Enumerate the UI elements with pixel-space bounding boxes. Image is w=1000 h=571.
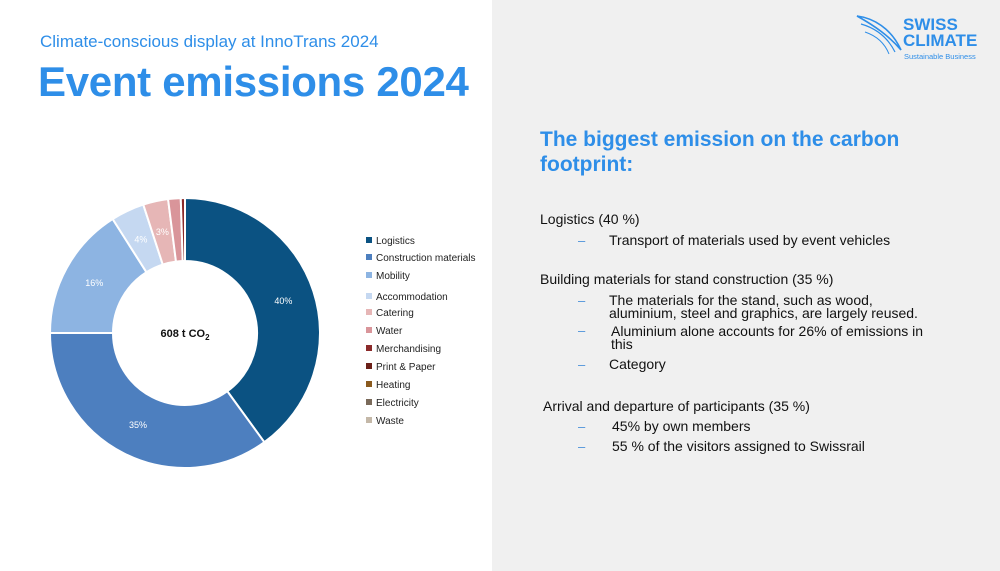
bullet-dash: – (578, 357, 586, 372)
bullet-dash: – (578, 419, 586, 434)
materials-bullet-2-line-2: this (611, 336, 633, 352)
legend-swatch (366, 293, 372, 299)
legend-label: Water (376, 326, 403, 337)
slide-subtitle: Climate-conscious display at InnoTrans 2… (40, 32, 379, 51)
data-label-mobility: 16% (85, 278, 103, 288)
legend-swatch (366, 363, 372, 369)
swoosh-icon (856, 15, 902, 55)
legend-label: Mobility (376, 271, 410, 282)
legend-swatch (366, 272, 372, 278)
bullet-dash: – (578, 439, 586, 454)
legend-item-catering: Catering (366, 308, 414, 319)
legend-item-accommodation: Accommodation (366, 292, 448, 303)
legend-item-logistics: Logistics (366, 236, 415, 247)
materials-bullet-2-line-1: Aluminium alone accounts for 26% of emis… (611, 323, 924, 339)
legend-item-electricity: Electricity (366, 398, 419, 409)
arrival-bullet-1: 45% by own members (612, 418, 751, 434)
materials-bullet-1-line-2: aluminium, steel and graphics, are large… (609, 305, 918, 321)
bullet-dash: – (578, 293, 586, 308)
legend-swatch (366, 381, 372, 387)
slice-logistics (184, 196, 321, 444)
legend-label: Logistics (376, 236, 415, 247)
section-logistics-title: Logistics (40 %) (540, 211, 640, 227)
slide-title: Event emissions 2024 (38, 58, 469, 105)
legend-swatch (366, 345, 372, 351)
legend-label: Construction materials (376, 253, 476, 264)
legend-item-heating: Heating (366, 380, 410, 391)
bullet-dash: – (578, 323, 586, 338)
legend-swatch (366, 309, 372, 315)
legend-swatch (366, 237, 372, 243)
right-panel (492, 0, 1000, 571)
legend-label: Merchandising (376, 344, 442, 355)
legend-swatch (366, 327, 372, 333)
bullet-dash: – (578, 233, 586, 248)
legend-item-print-paper: Print & Paper (366, 362, 435, 373)
legend-item-waste: Waste (366, 416, 404, 427)
materials-bullet-1-line-1: The materials for the stand, such as woo… (609, 292, 873, 308)
legend-label: Heating (376, 380, 411, 391)
slice-merchandising (179, 196, 186, 263)
data-label-catering: 3% (156, 227, 169, 237)
right-heading: The biggest emission on the carbon footp… (540, 128, 900, 176)
data-label-construction-materials: 35% (129, 420, 147, 430)
section-materials-title: Building materials for stand constructio… (540, 271, 834, 287)
materials-bullet-3: Category (609, 356, 666, 372)
data-label-logistics: 40% (274, 296, 292, 306)
section-arrival-title: Arrival and departure of participants (3… (543, 398, 810, 414)
logistics-bullet-1: Transport of materials used by event veh… (609, 232, 891, 248)
legend-item-merchandising: Merchandising (366, 344, 441, 355)
logo-tagline: Sustainable Business (904, 52, 976, 61)
legend-swatch (366, 417, 372, 423)
legend-item-water: Water (366, 326, 402, 337)
logo-word-swiss: SWISS (903, 15, 958, 34)
legend-label: Catering (376, 308, 414, 319)
legend-item-mobility: Mobility (366, 271, 410, 282)
legend-swatch (366, 399, 372, 405)
legend-swatch (366, 254, 372, 260)
emissions-donut-chart: 40% 35% 16% 4% 3% 608 t CO2 (48, 196, 321, 469)
legend-label: Waste (376, 416, 404, 427)
swiss-climate-logo: SWISS CLIMATE Sustainable Business (855, 10, 990, 62)
logo-word-climate: CLIMATE (903, 31, 978, 50)
slice-construction-materials (48, 332, 266, 469)
data-label-accommodation: 4% (134, 234, 147, 244)
legend-item-construction-materials: Construction materials (366, 253, 475, 264)
legend-label: Electricity (376, 398, 419, 409)
center-total-label: 608 t CO2 (160, 328, 210, 342)
legend-label: Accommodation (376, 292, 448, 303)
arrival-bullet-2: 55 % of the visitors assigned to Swissra… (612, 438, 865, 454)
legend-label: Print & Paper (376, 362, 436, 373)
